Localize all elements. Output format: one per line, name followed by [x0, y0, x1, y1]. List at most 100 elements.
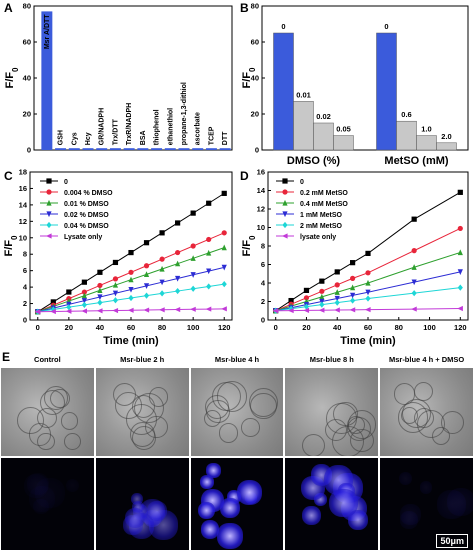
bar-5: [109, 148, 121, 150]
data-point: [174, 306, 181, 313]
data-point: [221, 244, 227, 251]
fluorescent-cell: [34, 478, 65, 508]
data-point: [159, 279, 165, 286]
data-point: [143, 292, 150, 299]
data-point: [112, 297, 119, 304]
bar-value-label: 0.02: [316, 112, 331, 121]
data-point: [112, 290, 119, 297]
data-point: [175, 287, 181, 295]
category-label: Hcy: [85, 132, 92, 145]
bar-g0-0: [273, 32, 294, 151]
cell-outline: [248, 388, 279, 418]
x-tick-label: 20: [65, 323, 73, 332]
data-point: [159, 265, 165, 272]
cell-outline: [241, 418, 260, 437]
data-point: [350, 297, 356, 304]
data-point: [81, 289, 87, 295]
data-point: [81, 292, 87, 299]
data-point: [319, 293, 325, 300]
data-point: [128, 276, 134, 283]
category-label: TCEP: [208, 126, 215, 145]
y-tick-label: 8: [261, 242, 265, 251]
data-point: [411, 290, 417, 297]
bar-value-label: 0.6: [401, 110, 411, 119]
fluorescent-cell: [237, 480, 262, 506]
data-point: [46, 211, 52, 218]
fluorescent-cell: [146, 500, 168, 521]
data-point: [128, 294, 134, 302]
data-point: [457, 269, 463, 275]
panel-letter-b: B: [240, 1, 249, 15]
data-point: [282, 211, 288, 218]
cell-outline: [148, 387, 169, 408]
y-tick-label: 20: [251, 110, 259, 119]
data-point: [282, 221, 288, 229]
x-tick-label: 120: [454, 323, 467, 332]
data-point: [364, 307, 371, 313]
legend-label: 0.4 mM MetSO: [300, 201, 348, 208]
y-tick-label: 40: [251, 74, 259, 83]
bar-13: [219, 148, 231, 150]
data-point: [206, 249, 212, 256]
data-point: [334, 289, 340, 295]
data-point: [206, 236, 212, 243]
data-point: [334, 299, 340, 306]
data-point: [66, 304, 72, 311]
fluorescent-cell: [24, 474, 49, 499]
micro-label-0: Control: [34, 355, 61, 364]
bar-value-label: 0.05: [336, 125, 351, 134]
data-point: [334, 307, 340, 313]
data-point: [97, 294, 103, 301]
legend-label: lysate only: [300, 234, 336, 241]
bar-g1-0: [376, 32, 397, 151]
y-axis-label: F/F0: [241, 235, 257, 257]
data-point: [365, 279, 371, 286]
data-point: [365, 270, 371, 276]
legend-label: 0.02 % DMSO: [64, 212, 109, 219]
data-point: [282, 199, 288, 206]
y-tick-label: 16: [19, 184, 27, 193]
data-point: [190, 243, 196, 249]
x-axis-label: MetSO (mM): [384, 155, 449, 167]
data-point: [190, 306, 196, 312]
y-tick-label: 0: [261, 316, 265, 325]
data-point: [143, 271, 150, 277]
cell-outline: [332, 425, 365, 456]
x-tick-label: 100: [423, 323, 436, 332]
data-point: [97, 299, 103, 306]
category-label: TrxR/NADPH: [126, 103, 133, 145]
x-tick-label: 0: [36, 323, 40, 332]
fluorescent-cell: [437, 489, 467, 519]
fluorescent-cell: [27, 472, 50, 495]
y-tick-label: 40: [23, 74, 31, 83]
legend-label: 2 mM MetSO: [300, 223, 343, 230]
y-tick-label: 80: [251, 2, 259, 11]
data-point: [112, 259, 119, 266]
data-point: [81, 308, 87, 314]
micro-label-1: Msr-blue 2 h: [120, 355, 165, 364]
data-point: [457, 284, 463, 291]
data-point: [50, 306, 56, 313]
data-point: [175, 220, 181, 226]
data-point: [365, 295, 371, 302]
bar-value-label: 1.0: [421, 125, 431, 134]
data-point: [457, 189, 463, 195]
y-tick-label: 14: [257, 186, 266, 195]
data-point: [272, 308, 279, 314]
cell-outline: [64, 433, 82, 451]
legend-label: 0.004 % DMSO: [64, 190, 113, 197]
scale-bar: 50μm: [436, 534, 468, 548]
cell-outline: [218, 423, 239, 444]
data-point: [319, 301, 325, 308]
x-tick-label: 60: [127, 323, 135, 332]
data-point: [411, 248, 417, 254]
data-point: [287, 307, 294, 314]
data-point: [457, 305, 463, 312]
panel-letter-c: C: [4, 169, 13, 183]
fluorescent-cell: [347, 509, 368, 530]
y-tick-label: 4: [23, 283, 28, 292]
data-point: [319, 278, 325, 284]
bar-g0-3: [333, 135, 354, 151]
data-point: [143, 307, 150, 313]
y-tick-label: 0: [23, 316, 27, 325]
